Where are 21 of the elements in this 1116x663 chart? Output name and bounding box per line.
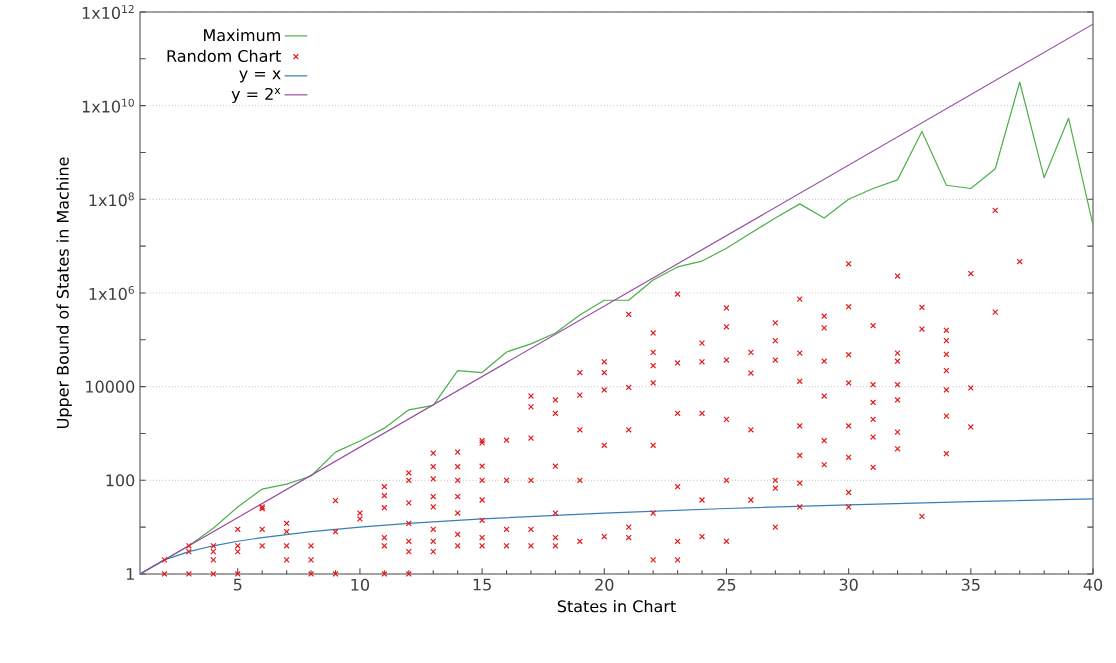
y-tick-label: 1 [126, 568, 134, 580]
legend-label: Random Chart [167, 49, 281, 63]
y-tick-label: 100 [106, 474, 135, 487]
x-tick-label: 5 [233, 578, 242, 591]
y-tick-label: 1x10$^{8}$ [89, 192, 134, 207]
y-tick-label: 1x10$^{6}$ [89, 286, 134, 300]
x-tick-label: 20 [595, 578, 614, 591]
y-tick-label: 1x10$^{12}$ [82, 5, 134, 19]
y-tick-label: 10000 [86, 380, 135, 393]
y-tick-label: 1x10$^{10}$ [82, 98, 134, 113]
legend-label: y = x [239, 70, 281, 83]
y-axis-title: Upper Bound of States in Machine [56, 157, 72, 428]
x-tick-label: 25 [717, 578, 736, 591]
x-tick-label: 10 [351, 578, 370, 591]
legend-label: y = 2$^{x}$ [231, 87, 281, 104]
legend-label: Maximum [204, 28, 280, 42]
x-tick-label: 30 [839, 578, 858, 591]
x-axis-title: States in Chart [557, 599, 676, 613]
x-tick-label: 15 [473, 578, 491, 591]
x-tick-label: 35 [961, 578, 980, 591]
x-tick-label: 40 [1083, 578, 1103, 591]
